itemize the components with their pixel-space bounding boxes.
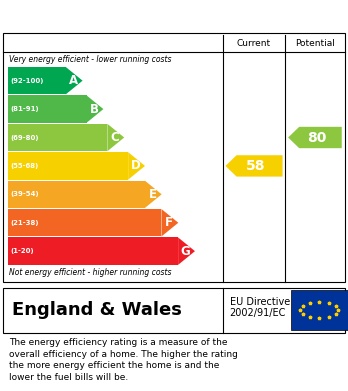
Text: D: D bbox=[131, 160, 141, 172]
Bar bbox=[8, 152, 128, 179]
Text: F: F bbox=[165, 216, 173, 229]
Text: C: C bbox=[111, 131, 119, 144]
Polygon shape bbox=[288, 127, 342, 148]
Bar bbox=[8, 124, 108, 151]
Bar bbox=[291, 290, 348, 330]
Text: England & Wales: England & Wales bbox=[12, 301, 182, 319]
Text: 80: 80 bbox=[307, 131, 326, 145]
Polygon shape bbox=[145, 181, 162, 208]
Bar bbox=[8, 181, 145, 208]
Text: B: B bbox=[90, 102, 98, 116]
Text: E: E bbox=[148, 188, 156, 201]
Text: (55-68): (55-68) bbox=[10, 163, 39, 169]
Text: (21-38): (21-38) bbox=[10, 220, 39, 226]
Bar bbox=[8, 67, 66, 94]
Text: G: G bbox=[181, 245, 191, 258]
Polygon shape bbox=[66, 67, 82, 94]
Polygon shape bbox=[226, 155, 283, 177]
Polygon shape bbox=[161, 209, 178, 237]
Text: EU Directive
2002/91/EC: EU Directive 2002/91/EC bbox=[230, 297, 290, 318]
Text: (92-100): (92-100) bbox=[10, 78, 44, 84]
Text: A: A bbox=[69, 74, 78, 87]
Text: Energy Efficiency Rating: Energy Efficiency Rating bbox=[9, 7, 219, 23]
Text: The energy efficiency rating is a measure of the
overall efficiency of a home. T: The energy efficiency rating is a measur… bbox=[9, 338, 238, 382]
Text: (1-20): (1-20) bbox=[10, 248, 34, 254]
Bar bbox=[8, 237, 178, 265]
Bar bbox=[8, 209, 161, 237]
Bar bbox=[8, 95, 87, 123]
Text: (81-91): (81-91) bbox=[10, 106, 39, 112]
Polygon shape bbox=[108, 124, 124, 151]
Polygon shape bbox=[87, 95, 103, 123]
Text: Potential: Potential bbox=[295, 39, 335, 48]
Text: (69-80): (69-80) bbox=[10, 135, 39, 140]
Text: (39-54): (39-54) bbox=[10, 191, 39, 197]
Polygon shape bbox=[178, 237, 195, 265]
Text: Current: Current bbox=[237, 39, 271, 48]
Text: 58: 58 bbox=[246, 159, 266, 173]
Text: Very energy efficient - lower running costs: Very energy efficient - lower running co… bbox=[9, 55, 171, 64]
Text: Not energy efficient - higher running costs: Not energy efficient - higher running co… bbox=[9, 268, 171, 277]
Polygon shape bbox=[128, 152, 145, 179]
